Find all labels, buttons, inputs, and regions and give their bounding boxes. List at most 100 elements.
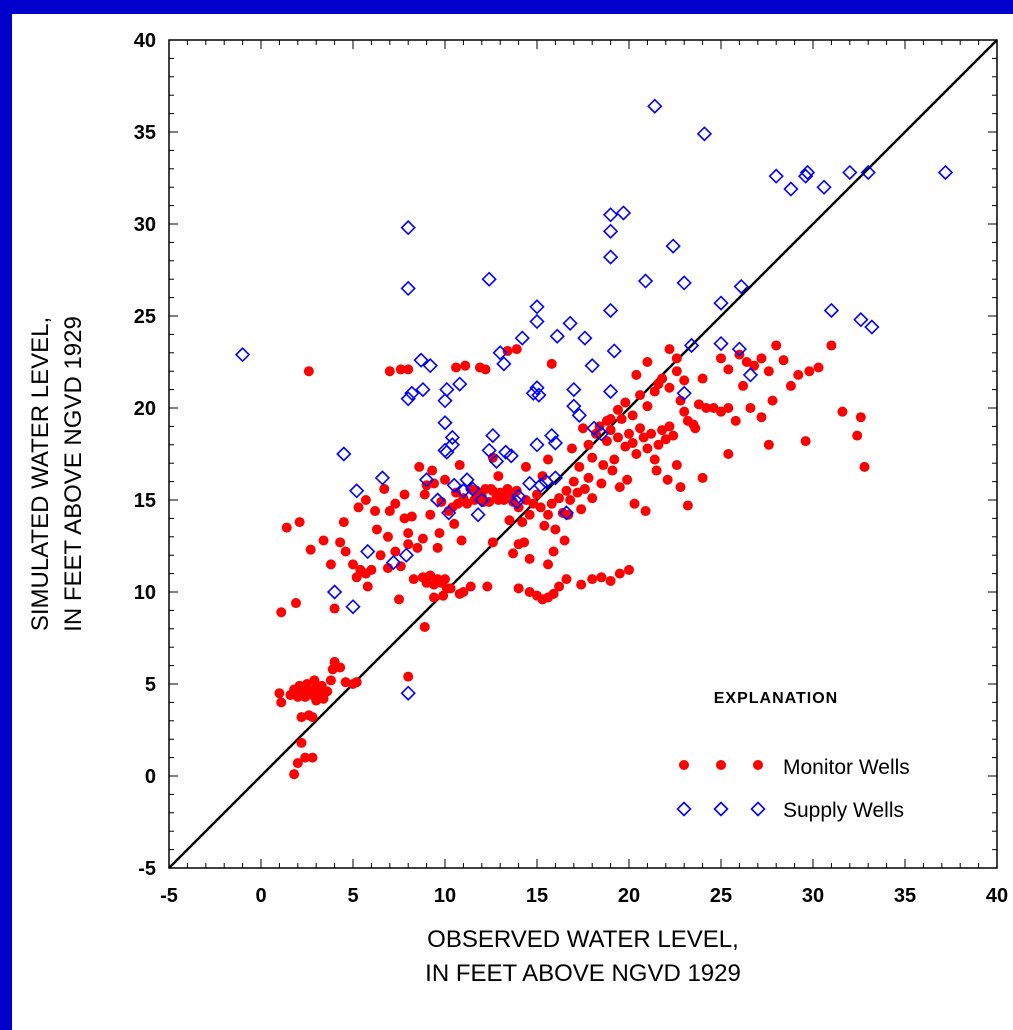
- monitor-well-point: [601, 415, 612, 426]
- monitor-well-point: [671, 366, 682, 377]
- monitor-well-point: [456, 535, 467, 546]
- monitor-well-point: [565, 495, 576, 505]
- supply-well-point: [696, 126, 713, 142]
- x-tick-label: 35: [894, 885, 916, 907]
- x-tick-label: 20: [618, 885, 640, 907]
- supply-well-point: [522, 475, 538, 492]
- monitor-well-point: [440, 574, 450, 585]
- monitor-well-point: [756, 412, 767, 423]
- legend-title: EXPLANATION: [714, 690, 838, 707]
- monitor-well-point: [771, 340, 782, 351]
- supply-well-point: [413, 352, 429, 368]
- monitor-well-point: [624, 564, 634, 575]
- monitor-well-point: [561, 574, 572, 585]
- monitor-well-point: [664, 421, 675, 432]
- monitor-well-point: [767, 395, 778, 406]
- one-to-one-line: [168, 39, 998, 869]
- monitor-well-point: [607, 465, 618, 476]
- legend-monitor-wells-marker: [679, 760, 689, 770]
- monitor-well-point: [609, 454, 620, 465]
- supply-well-point: [510, 488, 527, 504]
- monitor-well-point: [852, 430, 863, 441]
- monitor-well-point: [513, 539, 524, 550]
- monitor-well-point: [520, 461, 531, 472]
- monitor-well-point: [723, 449, 734, 459]
- monitor-well-point: [649, 454, 660, 465]
- monitor-well-point: [493, 495, 504, 505]
- monitor-well-point: [559, 535, 570, 546]
- supply-well-point: [459, 472, 475, 488]
- y-tick-label: 5: [145, 674, 156, 696]
- monitor-well-point: [635, 423, 646, 434]
- monitor-well-point: [281, 522, 292, 533]
- monitor-well-point: [668, 430, 679, 441]
- monitor-well-point: [653, 379, 664, 390]
- monitor-well-point: [303, 366, 314, 377]
- monitor-well-point: [390, 546, 401, 557]
- supply-well-point: [823, 302, 840, 319]
- monitor-well-point: [543, 559, 554, 570]
- x-tick-label: 5: [347, 885, 358, 907]
- monitor-well-point: [338, 517, 349, 528]
- legend-monitor-wells-marker: [753, 760, 763, 770]
- monitor-well-point: [384, 366, 395, 377]
- supply-well-point: [345, 599, 361, 615]
- y-axis-title-line1: SIMULATED WATER LEVEL,: [27, 317, 54, 631]
- monitor-well-point: [335, 662, 346, 673]
- monitor-well-point: [679, 375, 690, 386]
- supply-well-point: [444, 437, 460, 453]
- monitor-well-point: [616, 414, 627, 425]
- monitor-well-point: [749, 360, 760, 371]
- y-tick-label: 0: [145, 766, 156, 788]
- monitor-well-point: [826, 340, 837, 351]
- supply-well-point: [455, 483, 472, 499]
- supply-well-point: [606, 343, 622, 359]
- monitor-well-point: [425, 570, 436, 581]
- supply-well-point: [602, 223, 619, 239]
- supply-well-point: [665, 238, 681, 254]
- monitor-well-point: [403, 539, 414, 550]
- monitor-well-point: [412, 542, 423, 553]
- monitor-well-point: [318, 535, 329, 546]
- monitor-well-point: [311, 695, 322, 706]
- plot-border: [168, 39, 998, 869]
- supply-well-point: [349, 483, 365, 499]
- monitor-well-point: [458, 587, 469, 597]
- supply-well-point: [533, 477, 549, 493]
- monitor-well-point: [524, 587, 535, 597]
- monitor-well-point: [662, 474, 673, 485]
- supply-well-point: [547, 435, 564, 451]
- monitor-well-point: [395, 364, 406, 375]
- monitor-well-point: [517, 517, 528, 528]
- monitor-well-point: [414, 461, 425, 472]
- x-axis-title-line1: OBSERVED WATER LEVEL,: [427, 926, 739, 953]
- monitor-well-point: [664, 344, 675, 355]
- supply-well-point: [514, 330, 530, 346]
- supply-well-point: [374, 470, 391, 486]
- supply-well-point: [566, 381, 582, 398]
- supply-well-point: [385, 554, 402, 571]
- monitor-well-point: [631, 369, 642, 380]
- supply-well-point: [485, 427, 501, 444]
- monitor-well-point: [335, 537, 346, 548]
- monitor-well-point: [428, 592, 439, 603]
- supply-well-point: [577, 330, 593, 346]
- monitor-well-point: [371, 524, 382, 535]
- monitor-well-point: [785, 380, 796, 391]
- supply-well-point: [713, 295, 729, 311]
- monitor-well-point: [528, 498, 539, 509]
- supply-well-point: [602, 383, 619, 400]
- supply-well-point: [731, 341, 748, 357]
- monitor-well-point: [290, 598, 301, 609]
- monitor-well-point: [640, 506, 651, 517]
- supply-well-point: [798, 168, 814, 184]
- monitor-well-point: [675, 482, 686, 493]
- legend-supply-wells-marker: [676, 801, 692, 817]
- monitor-well-point: [605, 575, 616, 586]
- monitor-well-point: [635, 390, 646, 401]
- monitor-well-point: [366, 564, 377, 575]
- monitor-well-point: [348, 559, 358, 570]
- legend-monitor-wells-marker: [716, 760, 726, 770]
- monitor-well-point: [642, 357, 653, 367]
- legend-supply-wells-marker: [713, 801, 729, 817]
